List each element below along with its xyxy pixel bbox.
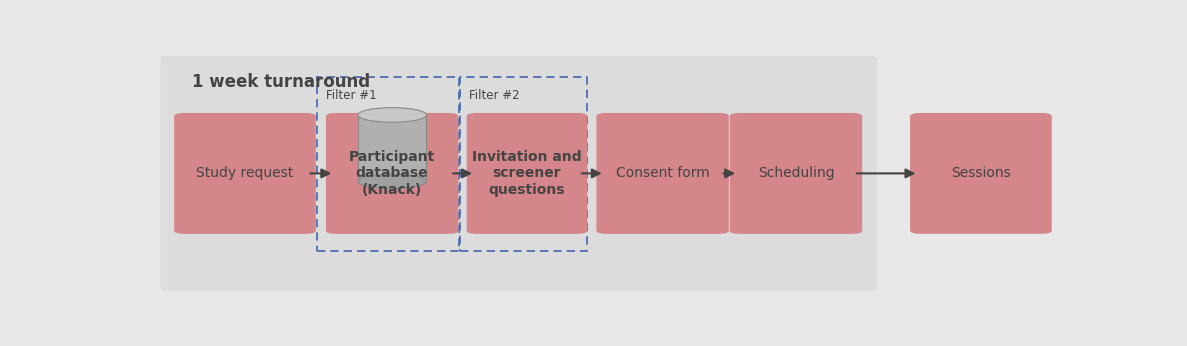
Bar bbox=[461, 78, 588, 251]
Text: Participant
database
(Knack): Participant database (Knack) bbox=[349, 150, 436, 197]
Text: Consent form: Consent form bbox=[616, 166, 710, 180]
FancyBboxPatch shape bbox=[466, 113, 588, 234]
Text: 1 week turnaround: 1 week turnaround bbox=[191, 73, 369, 91]
Text: Scheduling: Scheduling bbox=[757, 166, 834, 180]
Ellipse shape bbox=[358, 174, 426, 189]
Text: Filter #2: Filter #2 bbox=[469, 90, 520, 102]
Ellipse shape bbox=[358, 108, 426, 122]
FancyBboxPatch shape bbox=[326, 113, 458, 234]
Bar bbox=[317, 78, 459, 251]
Bar bbox=[358, 115, 426, 181]
Text: Invitation and
screener
questions: Invitation and screener questions bbox=[472, 150, 582, 197]
FancyBboxPatch shape bbox=[910, 113, 1052, 234]
FancyBboxPatch shape bbox=[596, 113, 729, 234]
Text: Study request: Study request bbox=[196, 166, 293, 180]
FancyBboxPatch shape bbox=[730, 113, 862, 234]
FancyBboxPatch shape bbox=[174, 113, 316, 234]
Text: Sessions: Sessions bbox=[951, 166, 1011, 180]
FancyBboxPatch shape bbox=[160, 56, 877, 291]
Text: Filter #1: Filter #1 bbox=[326, 90, 376, 102]
